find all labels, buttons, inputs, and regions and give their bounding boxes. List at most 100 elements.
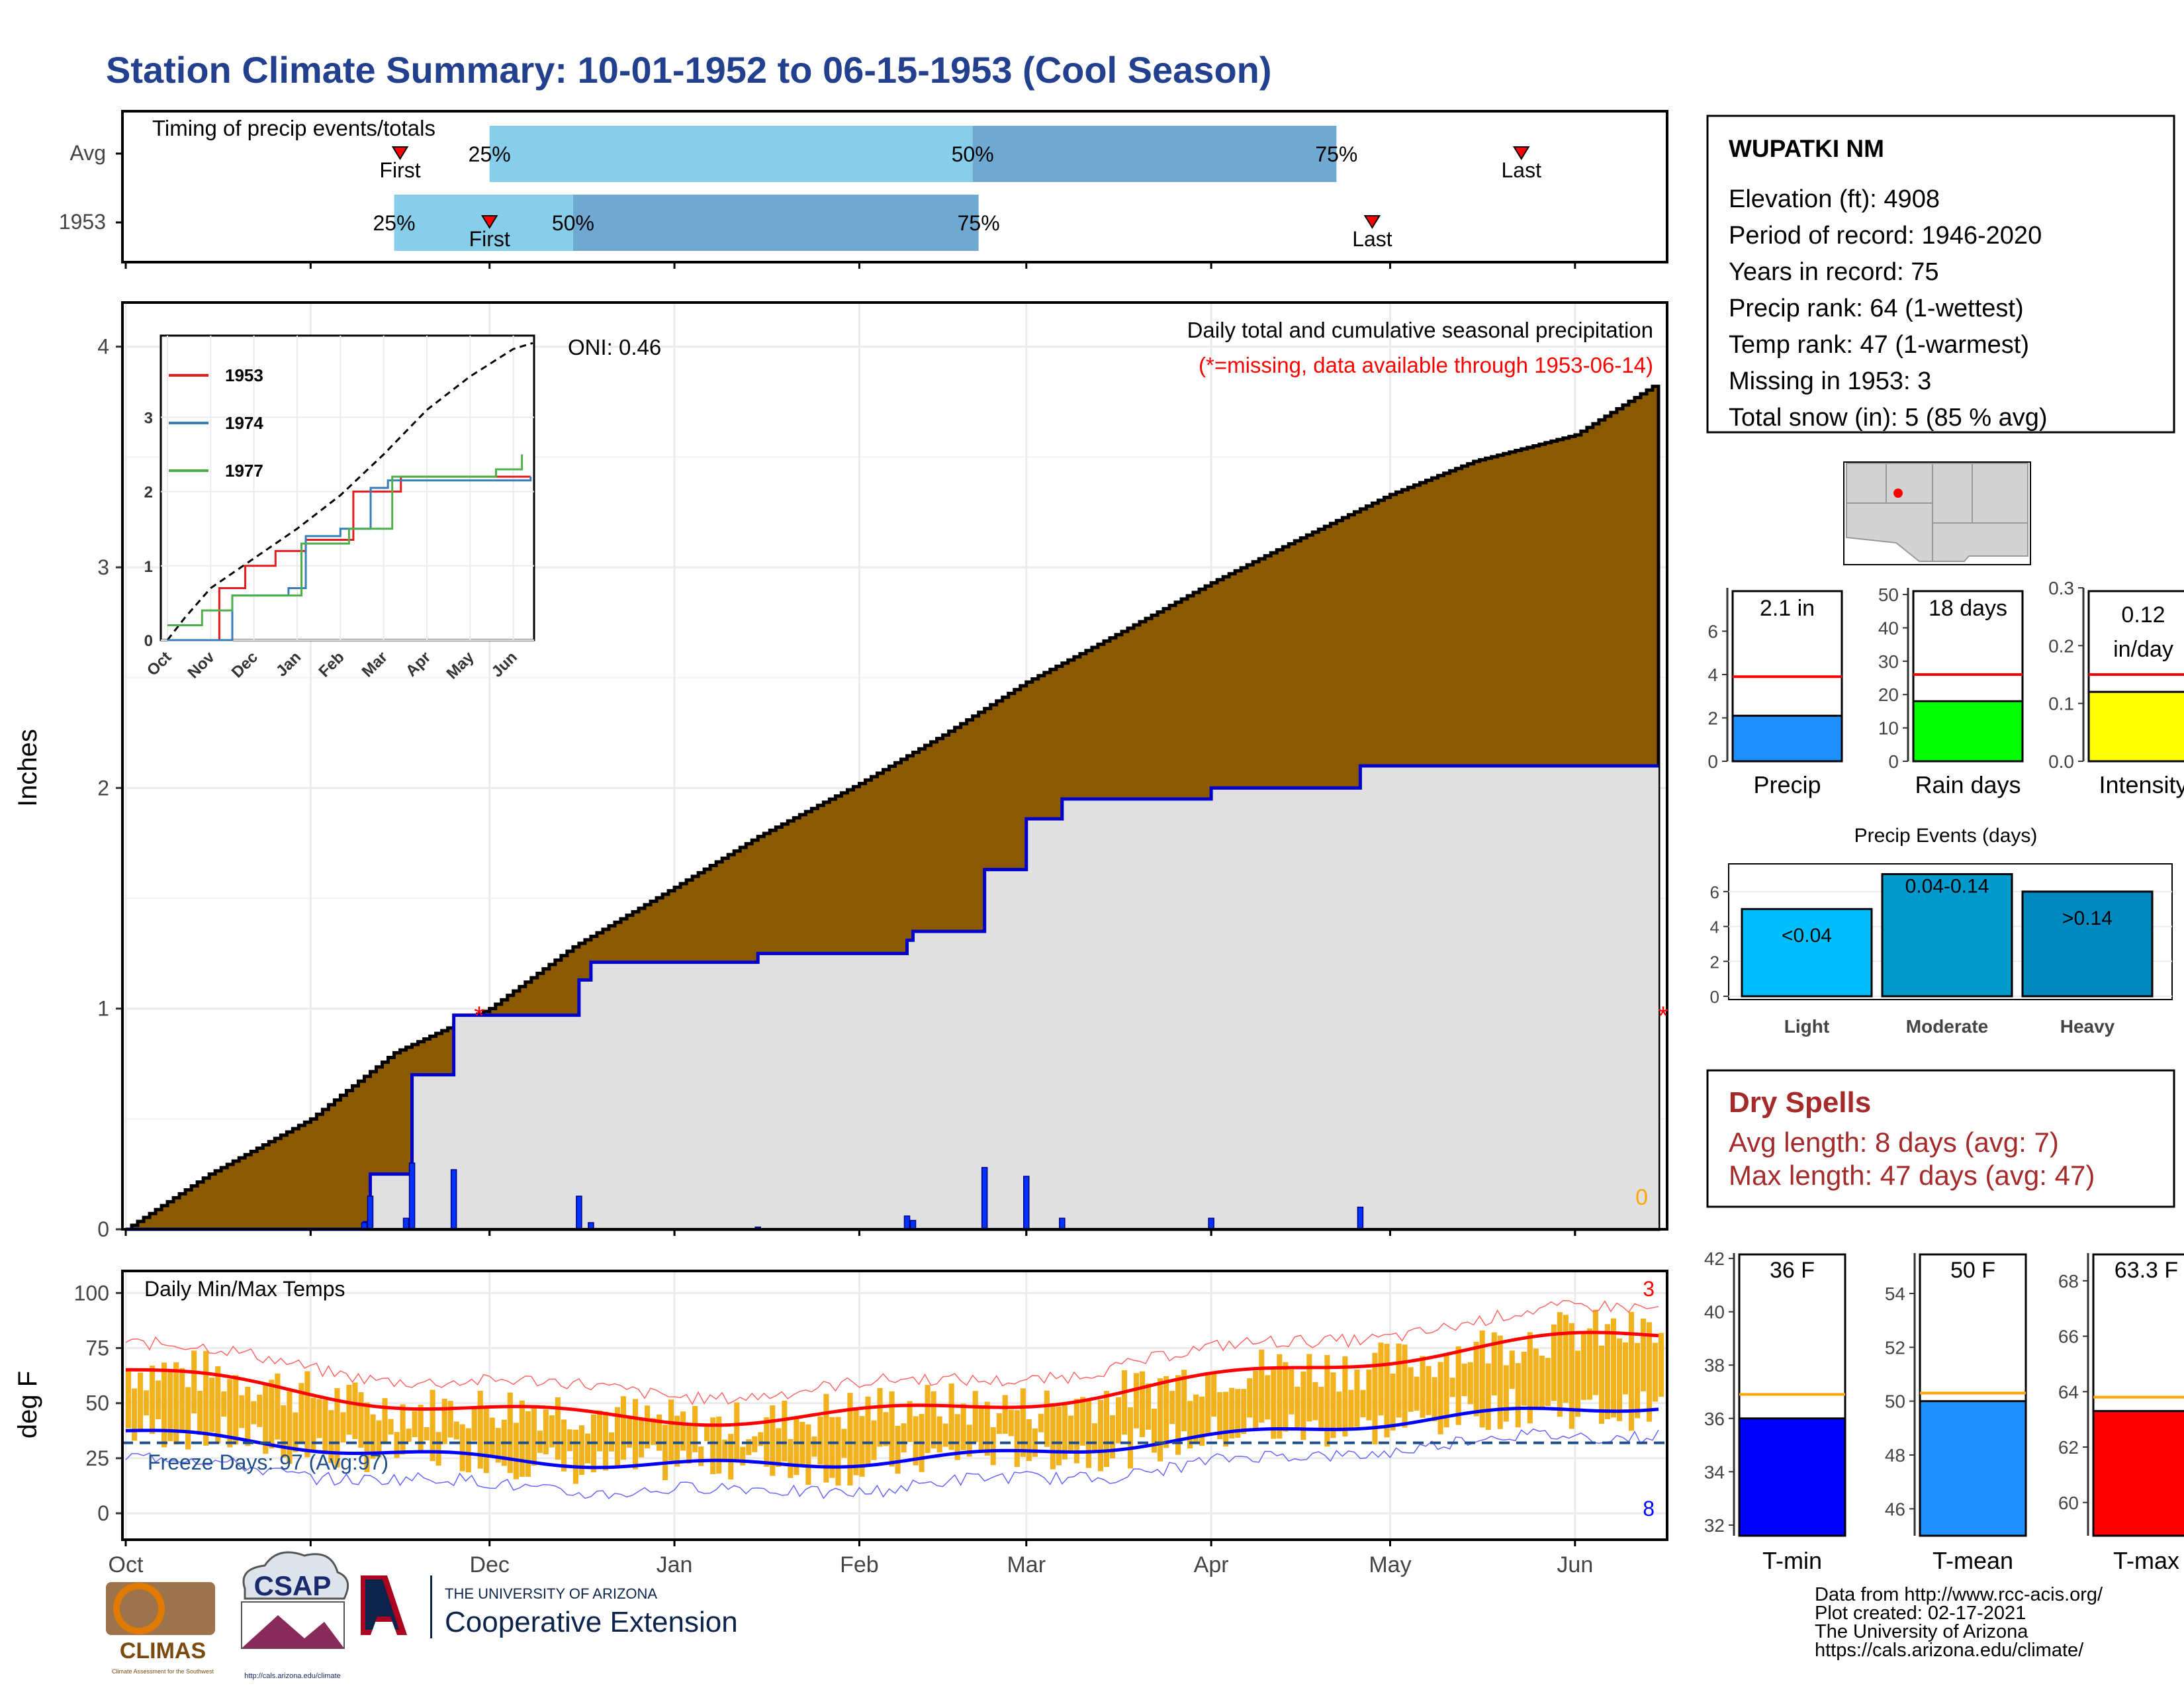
daily-temp-bar xyxy=(889,1391,895,1467)
daily-temp-bar xyxy=(752,1436,758,1452)
daily-temp-bar xyxy=(328,1410,334,1464)
daily-temp-bar xyxy=(394,1432,400,1458)
daily-temp-bar xyxy=(400,1404,406,1455)
temp-bar-tick-label: 34 xyxy=(1704,1462,1725,1482)
daily-temp-bar xyxy=(1073,1399,1079,1464)
daily-temp-bar xyxy=(823,1393,829,1483)
daily-temp-bar xyxy=(150,1365,156,1434)
temp-xtick-label: Feb xyxy=(840,1552,879,1577)
mini-bar-tick-label: 50 xyxy=(1878,585,1899,605)
daily-temp-bar xyxy=(1062,1405,1068,1460)
daily-temp-bar xyxy=(632,1399,639,1470)
daily-temp-bar xyxy=(245,1386,251,1446)
daily-temp-bar xyxy=(430,1389,435,1462)
temp-xtick-label: Mar xyxy=(1007,1552,1046,1577)
mini-bar-tick-label: 40 xyxy=(1878,618,1899,638)
daily-temp-bar xyxy=(668,1399,674,1461)
daily-temp-bar xyxy=(1247,1378,1253,1418)
daily-temp-bar xyxy=(1533,1348,1539,1409)
temp-bar-tick-label: 60 xyxy=(2058,1493,2079,1513)
daily-temp-bar xyxy=(167,1370,173,1442)
daily-temp-bar xyxy=(740,1446,746,1466)
daily-temp-bar xyxy=(352,1382,358,1439)
daily-temp-bar xyxy=(227,1379,233,1448)
timing-p50-label: 50% xyxy=(552,211,594,235)
daily-temp-bar xyxy=(263,1384,269,1454)
daily-temp-bar xyxy=(1121,1370,1128,1435)
daily-precip-bars xyxy=(361,1162,1364,1230)
temp-bar-tick-label: 64 xyxy=(2058,1382,2079,1402)
daily-temp-bar xyxy=(1348,1389,1354,1430)
timing-last-marker xyxy=(1512,146,1530,160)
inset-series-1953 xyxy=(167,475,531,641)
mini-bar-tick-label: 4 xyxy=(1707,665,1718,685)
daily-temp-bar xyxy=(471,1405,477,1441)
timing-row-1953-label: 1953 xyxy=(59,210,106,234)
daily-temp-bar xyxy=(1342,1356,1348,1437)
daily-precip-bar xyxy=(1357,1206,1364,1230)
daily-temp-bar xyxy=(269,1380,275,1449)
daily-temp-bar xyxy=(1449,1378,1455,1397)
daily-temp-bar xyxy=(1563,1315,1569,1403)
daily-temp-bar xyxy=(1181,1370,1187,1432)
temp-xtick-label: Dec xyxy=(469,1552,509,1577)
precip-events-chart: Precip Events (days) 0 2 4 6 <0.04 Light 0.04-… xyxy=(1710,825,2173,1037)
station-name: WUPATKI NM xyxy=(1729,135,1884,162)
daily-temp-bar xyxy=(1408,1367,1414,1412)
daily-temp-bar xyxy=(1610,1318,1617,1418)
daily-temp-bar xyxy=(287,1391,293,1464)
daily-temp-bar xyxy=(1133,1373,1140,1429)
temp-bar-tick-label: 54 xyxy=(1885,1284,1905,1304)
daily-temp-bar xyxy=(776,1428,782,1468)
daily-temp-bar xyxy=(489,1417,495,1457)
daily-temp-bar xyxy=(1068,1415,1073,1452)
daily-temp-bar xyxy=(746,1439,752,1456)
daily-temp-bar xyxy=(1479,1330,1485,1428)
main-ytick-label: 2 xyxy=(97,776,109,800)
timing-last-label: Last xyxy=(1501,158,1541,182)
temp-bar-tick-label: 66 xyxy=(2058,1327,2079,1347)
record-min-line xyxy=(125,1428,1659,1499)
daily-temp-bar xyxy=(191,1350,197,1414)
events-category-label: Heavy xyxy=(2060,1016,2115,1037)
daily-temp-bar xyxy=(984,1401,990,1456)
timing-p75-label: 75% xyxy=(958,211,1000,235)
daily-temp-bar xyxy=(543,1409,549,1455)
daily-temp-bar xyxy=(722,1439,728,1460)
daily-temp-bar xyxy=(203,1350,209,1446)
daily-temp-bar xyxy=(1169,1391,1175,1425)
daily-temp-bar xyxy=(1336,1391,1342,1432)
daily-temp-bar xyxy=(1634,1342,1641,1419)
dry-spells-title: Dry Spells xyxy=(1729,1086,1871,1119)
daily-temp-bar xyxy=(1038,1413,1044,1432)
credits: Data from http://www.rcc-acis.org/ Plot … xyxy=(1815,1584,2103,1661)
daily-temp-bar xyxy=(770,1405,776,1476)
credit-line: https://cals.arizona.edu/climate/ xyxy=(1815,1640,2084,1661)
temp-xtick-label: Jan xyxy=(657,1552,693,1577)
timing-first-marker xyxy=(391,146,409,160)
daily-temp-bar xyxy=(1497,1335,1503,1429)
temp-bar-tick-label: 50 xyxy=(1885,1391,1905,1412)
map-region xyxy=(1846,463,2028,562)
freeze-label: Freeze Days: 97 (Avg:97) xyxy=(148,1450,388,1474)
daily-temp-bar xyxy=(692,1405,698,1452)
timing-layer: 25% 50% 75% First Last 25% 50% 75% First Last xyxy=(116,126,1576,269)
temp-bar-value-label: 36 F xyxy=(1770,1258,1815,1283)
daily-temp-bar xyxy=(883,1412,889,1446)
temp-bar-value-label: 63.3 F xyxy=(2115,1258,2178,1283)
station-location-dot xyxy=(1893,489,1903,498)
mini-bar-value-label: 18 days xyxy=(1929,596,2007,621)
mini-bar-tick-label: 0 xyxy=(1707,751,1718,772)
daily-temp-bar xyxy=(710,1417,716,1474)
daily-temp-bar xyxy=(257,1394,263,1427)
daily-precip-bar xyxy=(450,1169,457,1230)
daily-temp-bar xyxy=(233,1375,239,1445)
daily-temp-bar xyxy=(1097,1399,1104,1472)
temp-xtick-label: Apr xyxy=(1194,1552,1229,1577)
temp-bar-label: T-min xyxy=(1762,1547,1822,1574)
daily-temp-bar xyxy=(1396,1343,1402,1418)
daily-temp-bar xyxy=(1020,1388,1026,1457)
station-line: Elevation (ft): 4908 xyxy=(1729,185,1940,213)
events-tick-label: 0 xyxy=(1710,987,1719,1007)
temp-title: Daily Min/Max Temps xyxy=(144,1277,345,1301)
